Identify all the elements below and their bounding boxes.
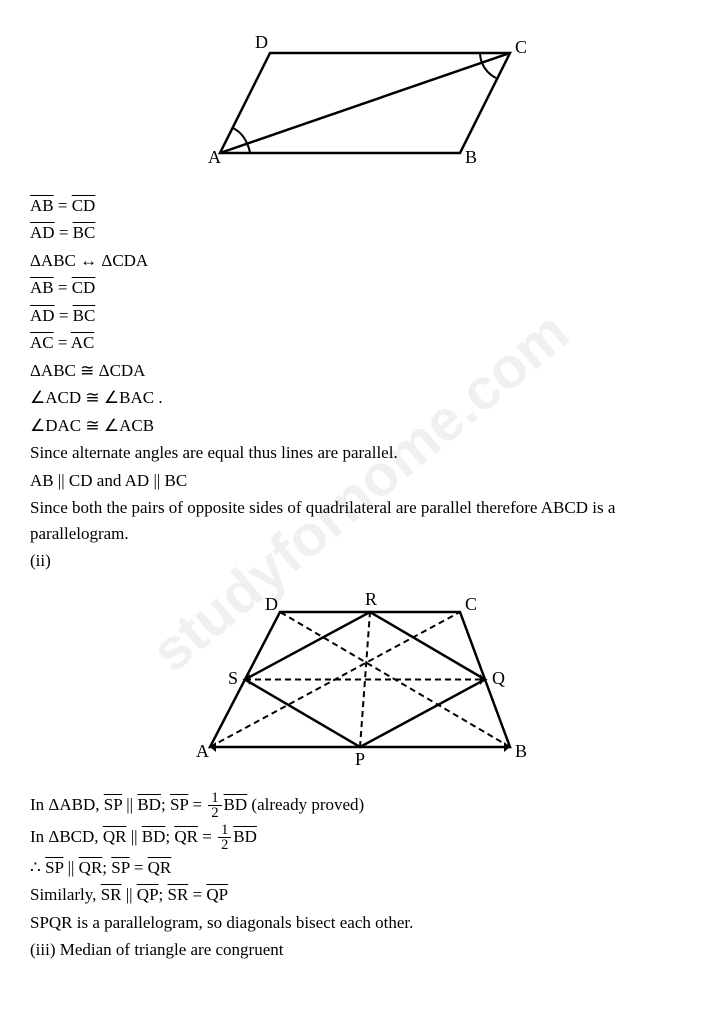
fraction: 12 bbox=[208, 791, 221, 821]
figure-1: A B C D bbox=[30, 28, 690, 181]
proof-line-11: AB || CD and AD || BC bbox=[30, 468, 690, 494]
seg: SP bbox=[45, 858, 63, 877]
proof2-line-2: In ΔBCD, QR || BD; QR = 12BD bbox=[30, 823, 690, 853]
fig1-label-D: D bbox=[255, 32, 268, 52]
seg: BD bbox=[142, 827, 166, 846]
svg-text:D: D bbox=[265, 594, 278, 614]
fig1-label-A: A bbox=[208, 147, 221, 167]
seg: SR bbox=[101, 885, 122, 904]
proof-line-4: AB = CD bbox=[30, 275, 690, 301]
svg-text:Q: Q bbox=[492, 668, 505, 688]
seg: SP bbox=[111, 858, 129, 877]
seg: SP bbox=[104, 795, 122, 814]
seg: CD bbox=[72, 196, 96, 215]
figure-2: A B C D P Q R S bbox=[30, 582, 690, 780]
proof-line-5: AD = BC bbox=[30, 303, 690, 329]
svg-text:P: P bbox=[355, 749, 365, 769]
proof-line-3: ΔABC ↔ ΔCDA bbox=[30, 248, 690, 274]
seg: AD bbox=[30, 223, 55, 242]
seg: QR bbox=[148, 858, 172, 877]
seg: CD bbox=[72, 278, 96, 297]
fig1-label-C: C bbox=[515, 37, 527, 57]
seg: AD bbox=[30, 306, 55, 325]
text: In ΔABD, bbox=[30, 795, 104, 814]
svg-text:R: R bbox=[365, 589, 377, 609]
proof2-line-5: SPQR is a parallelogram, so diagonals bi… bbox=[30, 910, 690, 936]
proof-line-6: AC = AC bbox=[30, 330, 690, 356]
seg: BD bbox=[233, 827, 257, 846]
proof-line-7: ΔABC ≅ ΔCDA bbox=[30, 358, 690, 384]
seg: AB bbox=[30, 196, 54, 215]
text: In ΔBCD, bbox=[30, 827, 103, 846]
seg: QR bbox=[79, 858, 103, 877]
seg: SP bbox=[170, 795, 188, 814]
seg: QR bbox=[174, 827, 198, 846]
page-content: A B C D AB = CD AD = BC ΔABC ↔ ΔCDA AB =… bbox=[30, 28, 690, 963]
seg: AB bbox=[30, 278, 54, 297]
proof-line-13: (ii) bbox=[30, 548, 690, 574]
proof-line-8: ∠ACD ≅ ∠BAC . bbox=[30, 385, 690, 411]
seg: BC bbox=[73, 223, 96, 242]
proof-line-2: AD = BC bbox=[30, 220, 690, 246]
svg-text:A: A bbox=[196, 741, 209, 761]
seg: QP bbox=[206, 885, 228, 904]
seg: QP bbox=[137, 885, 159, 904]
text: ∴ bbox=[30, 858, 45, 877]
svg-text:S: S bbox=[228, 668, 238, 688]
seg: BC bbox=[73, 306, 96, 325]
proof2-line-6: (iii) Median of triangle are congruent bbox=[30, 937, 690, 963]
text: Similarly, bbox=[30, 885, 101, 904]
proof2-line-1: In ΔABD, SP || BD; SP = 12BD (already pr… bbox=[30, 791, 690, 821]
seg: BD bbox=[137, 795, 161, 814]
fig1-label-B: B bbox=[465, 147, 477, 167]
proof2-line-4: Similarly, SR || QP; SR = QP bbox=[30, 882, 690, 908]
proof2-line-3: ∴ SP || QR; SP = QR bbox=[30, 855, 690, 881]
proof-line-9: ∠DAC ≅ ∠ACB bbox=[30, 413, 690, 439]
seg: SR bbox=[168, 885, 189, 904]
proof-line-12: Since both the pairs of opposite sides o… bbox=[30, 495, 690, 546]
seg: QR bbox=[103, 827, 127, 846]
fraction: 12 bbox=[218, 823, 231, 853]
proof-line-10: Since alternate angles are equal thus li… bbox=[30, 440, 690, 466]
svg-text:C: C bbox=[465, 594, 477, 614]
text: (already proved) bbox=[247, 795, 364, 814]
seg: BD bbox=[224, 795, 248, 814]
seg: AC bbox=[71, 333, 95, 352]
proof-line-1: AB = CD bbox=[30, 193, 690, 219]
svg-text:B: B bbox=[515, 741, 527, 761]
seg: AC bbox=[30, 333, 54, 352]
